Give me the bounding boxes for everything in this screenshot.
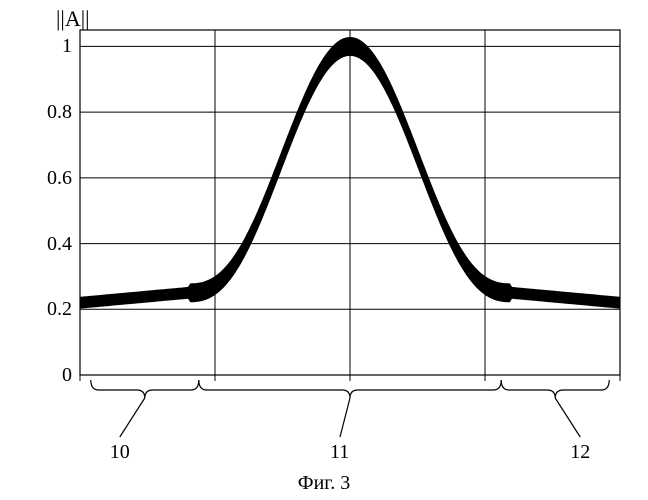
callout-label: 11	[330, 441, 349, 464]
callout-leader	[120, 398, 145, 437]
y-axis-label: ||A||	[56, 6, 90, 32]
callout-leader	[340, 398, 350, 437]
y-tick-label: 1	[32, 35, 72, 58]
range-bracket	[91, 380, 199, 398]
y-tick-label: 0.6	[32, 167, 72, 190]
chart-svg	[0, 0, 648, 500]
callout-label: 12	[570, 441, 590, 464]
callout-leader	[555, 398, 580, 437]
callout-label: 10	[110, 441, 130, 464]
y-tick-label: 0.4	[32, 233, 72, 256]
range-bracket	[501, 380, 609, 398]
y-tick-label: 0.2	[32, 298, 72, 321]
range-bracket	[199, 380, 501, 398]
figure-caption: Фиг. 3	[0, 472, 648, 495]
y-tick-label: 0	[32, 364, 72, 387]
y-tick-label: 0.8	[32, 101, 72, 124]
